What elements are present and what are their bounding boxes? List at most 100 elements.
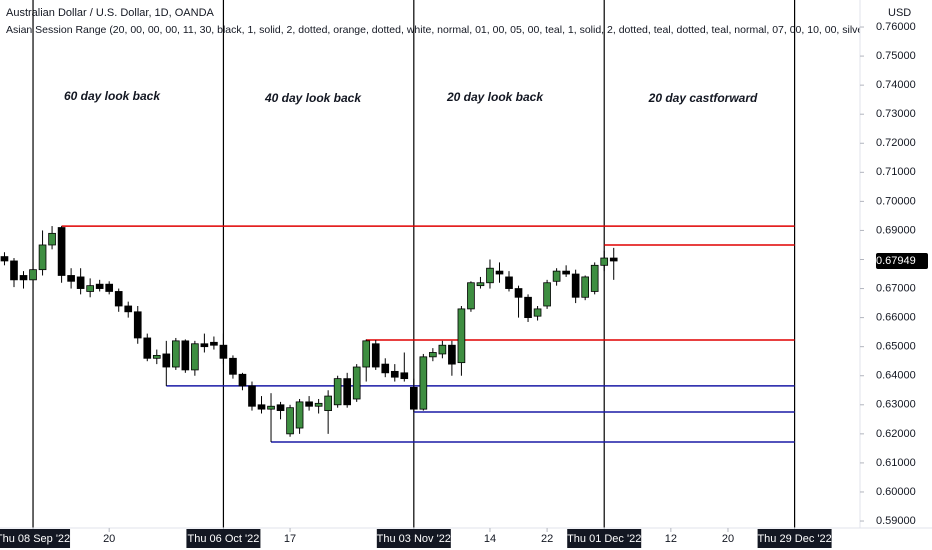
last-price-label: 0.67949 (876, 255, 916, 267)
candle-body (0, 256, 9, 262)
candle-body (48, 232, 56, 246)
y-tick-label: 0.72000 (876, 137, 916, 149)
y-tick-label: 0.65000 (876, 341, 916, 353)
x-tick-box (0, 529, 71, 548)
candle-body (267, 405, 275, 410)
x-tick-label: Thu 29 Dec '22 (757, 533, 831, 545)
x-tick-box (376, 529, 451, 548)
annotation: 20 day castforward (648, 91, 758, 105)
annotation: 60 day look back (64, 89, 161, 103)
y-tick-label: 0.66000 (876, 312, 916, 324)
candle-body (162, 353, 171, 368)
x-tick-box (757, 529, 832, 548)
candle-body (38, 244, 47, 271)
candle-body (390, 370, 399, 378)
candle-body (609, 257, 618, 262)
candle-body (476, 282, 485, 287)
candle-body (152, 354, 161, 359)
candle-body (305, 401, 313, 407)
x-tick-box (186, 529, 261, 548)
candle-body (543, 282, 551, 307)
x-tick-label: 17 (284, 533, 296, 545)
candle-body (429, 352, 437, 358)
chart-title: Australian Dollar / U.S. Dollar, 1D, OAN… (6, 7, 215, 19)
y-tick-label: 0.74000 (876, 79, 916, 91)
candle-body (571, 273, 580, 298)
indicator-legend: Asian Session Range (20, 00, 00, 00, 11,… (6, 24, 932, 36)
y-tick-label: 0.61000 (876, 457, 916, 469)
y-tick-label: 0.75000 (876, 50, 916, 62)
candle-body (362, 340, 371, 368)
candle-body (514, 288, 523, 298)
candle-body (210, 341, 218, 346)
y-axis-label: USD (888, 7, 911, 19)
candle-body (314, 402, 323, 407)
candle-body (276, 404, 285, 412)
candle-body (562, 270, 570, 275)
y-tick-label: 0.64000 (876, 370, 916, 382)
candle-body (29, 269, 37, 281)
candle-body (457, 308, 466, 364)
y-tick-label: 0.60000 (876, 486, 916, 498)
candle-body (467, 282, 475, 310)
candle-body (600, 257, 609, 266)
x-tick-box (567, 529, 642, 548)
candle-body (133, 311, 142, 339)
y-tick-label: 0.76000 (876, 21, 916, 33)
candle-body (86, 285, 94, 292)
candle-body (143, 337, 152, 359)
y-tick-label: 0.63000 (876, 399, 916, 411)
candle-body (105, 283, 114, 292)
candle-body (448, 344, 456, 365)
candle-body (57, 227, 66, 276)
x-tick-label: 12 (665, 533, 677, 545)
candle-body (333, 378, 342, 406)
candle-body (219, 344, 228, 359)
candle-body (191, 343, 199, 371)
y-tick-label: 0.69000 (876, 224, 916, 236)
candle-body (590, 264, 599, 292)
y-tick-label: 0.70000 (876, 195, 916, 207)
candle-body (352, 366, 361, 400)
x-tick-label: Thu 08 Sep '22 (0, 533, 70, 545)
candle-body (400, 372, 409, 380)
candle-body (524, 296, 532, 319)
x-tick-label: 20 (722, 533, 734, 545)
y-tick-label: 0.67000 (876, 282, 916, 294)
annotation: 20 day look back (446, 90, 544, 104)
candle-body (324, 395, 332, 412)
candle-body (248, 385, 256, 407)
candle-body (581, 276, 589, 298)
candle-body (67, 275, 75, 282)
last-price-box (876, 252, 928, 269)
x-tick-label: Thu 03 Nov '22 (377, 533, 451, 545)
x-tick-label: 22 (541, 533, 553, 545)
x-tick-label: Thu 06 Oct '22 (188, 533, 260, 545)
candle-body (552, 270, 561, 282)
candle-body (95, 283, 104, 289)
candle-body (238, 373, 247, 387)
candle-body (200, 343, 209, 348)
candle-body (419, 356, 428, 410)
y-tick-label: 0.62000 (876, 428, 916, 440)
candle-body (257, 404, 266, 410)
candle-body (181, 340, 190, 371)
candle-body (371, 343, 380, 368)
candle-body (438, 344, 447, 355)
annotation: 40 day look back (264, 91, 362, 105)
candle-body (124, 305, 133, 313)
candle-body (114, 291, 123, 307)
plot-area (0, 0, 796, 528)
y-tick-label: 0.71000 (876, 166, 916, 178)
candle-body (533, 308, 542, 317)
candle-body (19, 275, 28, 281)
candle-body (381, 363, 390, 374)
candle-body (409, 386, 418, 410)
y-tick-label: 0.73000 (876, 108, 916, 120)
candle-body (171, 340, 180, 368)
y-tick-label: 0.59000 (876, 515, 916, 527)
candle-body (505, 276, 513, 289)
candle-body (76, 276, 85, 289)
candle-body (295, 401, 304, 429)
